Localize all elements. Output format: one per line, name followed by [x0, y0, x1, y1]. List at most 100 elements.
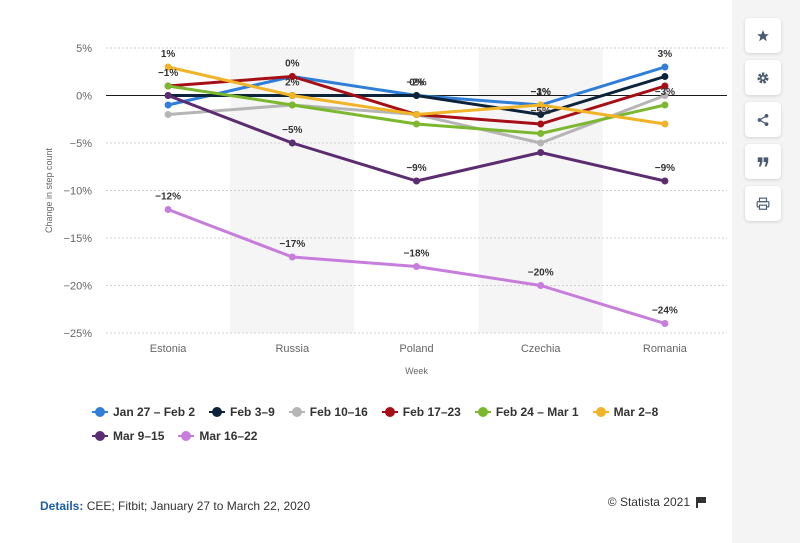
flag-icon[interactable] [696, 496, 706, 508]
y-tick-label: −20% [64, 281, 93, 293]
x-tick-label: Czechia [521, 343, 562, 355]
favorite-button[interactable] [745, 18, 781, 53]
data-label: −5% [282, 125, 302, 136]
y-tick-label: −25% [64, 328, 93, 340]
data-label: −12% [155, 192, 181, 203]
data-point [288, 253, 296, 261]
data-point [661, 120, 669, 128]
data-point [288, 73, 296, 80]
data-label: −20% [528, 268, 554, 279]
y-tick-label: 0% [76, 91, 92, 103]
share-icon [757, 113, 769, 126]
data-point [537, 149, 545, 156]
x-tick-label: Poland [399, 343, 433, 355]
legend-item[interactable]: Mar 2–8 [592, 404, 659, 420]
legend-label: Mar 9–15 [113, 429, 165, 443]
data-label: −9% [406, 163, 426, 174]
data-label: 3% [658, 49, 673, 60]
data-point [537, 282, 545, 289]
legend-marker [288, 407, 305, 417]
data-point [164, 101, 172, 109]
legend-label: Feb 10–16 [309, 405, 368, 419]
print-icon [756, 197, 770, 210]
data-point [661, 320, 669, 327]
data-label: 1% [161, 49, 176, 60]
data-point [288, 92, 296, 99]
data-point [537, 130, 545, 137]
legend-item[interactable]: Mar 9–15 [92, 428, 164, 444]
copyright-text[interactable]: © Statista 2021 [607, 495, 690, 509]
legend: Jan 27 – Feb 2 Feb 3–9 Feb 10–16 Feb 17–23 F… [92, 404, 712, 444]
data-label: 0% [285, 59, 300, 70]
details-text: CEE; Fitbit; January 27 to March 22, 202… [83, 499, 311, 513]
chart-card: 5% 0% −5% −10% −15% −20% −25% Estonia Russia Pola… [0, 0, 732, 543]
legend-label: Mar 2–8 [613, 405, 659, 419]
data-label: −5% [531, 106, 551, 117]
data-point [661, 82, 669, 90]
data-label: −18% [404, 249, 430, 260]
legend-item[interactable]: Jan 27 – Feb 2 [92, 404, 195, 420]
y-tick-label: −10% [64, 186, 93, 198]
star-icon [757, 29, 769, 41]
y-tick-label: −15% [64, 233, 93, 245]
cite-button[interactable] [745, 144, 781, 179]
legend-item[interactable]: Mar 16–22 [178, 428, 257, 444]
legend-label: Feb 24 – Mar 1 [495, 405, 579, 419]
data-point [413, 111, 420, 118]
data-label: −2% [406, 78, 426, 89]
data-point [413, 92, 420, 99]
data-point [661, 73, 669, 80]
legend-marker [381, 407, 398, 417]
data-point [164, 206, 172, 213]
x-axis-title: Week [405, 366, 428, 376]
data-point [288, 139, 296, 147]
toolbar [745, 18, 781, 221]
legend-item[interactable]: Feb 3–9 [209, 404, 275, 420]
data-label: 2% [285, 78, 300, 89]
legend-label: Jan 27 – Feb 2 [113, 405, 196, 419]
legend-label: Feb 3–9 [230, 405, 275, 419]
quote-icon [757, 156, 769, 167]
legend-marker [474, 407, 491, 417]
data-point [413, 120, 420, 128]
data-point [537, 139, 545, 147]
share-button[interactable] [745, 102, 781, 137]
x-tick-label: Romania [643, 343, 688, 355]
data-label: −3% [531, 87, 551, 98]
legend-marker [92, 431, 108, 441]
data-point [537, 120, 545, 128]
details-label: Details: [40, 499, 84, 513]
data-point [413, 263, 420, 270]
data-point [288, 101, 296, 109]
settings-button[interactable] [745, 60, 781, 95]
data-point [164, 63, 172, 71]
data-label: −9% [655, 163, 675, 174]
data-point [537, 101, 545, 109]
copyright[interactable]: © Statista 2021 [608, 495, 706, 509]
data-label: −1% [158, 68, 178, 79]
print-button[interactable] [745, 186, 781, 221]
x-tick-label: Russia [275, 343, 310, 355]
details-note: Details: CEE; Fitbit; January 27 to Marc… [40, 499, 310, 513]
legend-item[interactable]: Feb 10–16 [288, 404, 368, 420]
legend-marker [92, 407, 108, 417]
data-label: −3% [655, 87, 675, 98]
data-label: −17% [279, 239, 305, 250]
data-label: 0% [409, 78, 424, 89]
legend-label: Feb 17–23 [402, 405, 461, 419]
data-label: −1% [531, 87, 551, 98]
data-point [164, 111, 172, 118]
legend-marker [592, 407, 609, 417]
data-point [537, 111, 545, 118]
chart: 5% 0% −5% −10% −15% −20% −25% Estonia Russia Pola… [44, 43, 727, 376]
y-axis-title: Change in step count [44, 147, 54, 233]
gear-icon [757, 71, 769, 84]
data-point [164, 92, 172, 99]
legend-item[interactable]: Feb 17–23 [381, 404, 461, 420]
legend-label: Mar 16–22 [199, 429, 258, 443]
x-tick-label: Estonia [150, 343, 188, 355]
legend-item[interactable]: Feb 24 – Mar 1 [474, 404, 579, 420]
data-point [661, 177, 669, 185]
data-point [164, 82, 172, 90]
data-point [413, 177, 420, 185]
